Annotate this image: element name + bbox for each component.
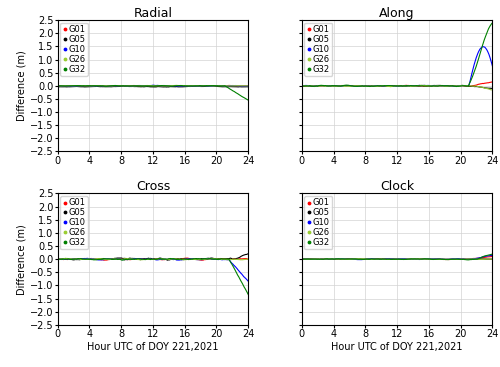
Title: Along: Along [380, 7, 415, 20]
Y-axis label: Difference (m): Difference (m) [17, 224, 27, 295]
X-axis label: Hour UTC of DOY 221,2021: Hour UTC of DOY 221,2021 [87, 342, 218, 352]
Legend: G01, G05, G10, G26, G32: G01, G05, G10, G26, G32 [304, 23, 332, 76]
Y-axis label: Difference (m): Difference (m) [17, 50, 27, 121]
Legend: G01, G05, G10, G26, G32: G01, G05, G10, G26, G32 [304, 196, 332, 249]
Title: Cross: Cross [136, 181, 170, 193]
Legend: G01, G05, G10, G26, G32: G01, G05, G10, G26, G32 [60, 23, 88, 76]
X-axis label: Hour UTC of DOY 221,2021: Hour UTC of DOY 221,2021 [332, 342, 463, 352]
Title: Clock: Clock [380, 181, 414, 193]
Legend: G01, G05, G10, G26, G32: G01, G05, G10, G26, G32 [60, 196, 88, 249]
Title: Radial: Radial [134, 7, 172, 20]
